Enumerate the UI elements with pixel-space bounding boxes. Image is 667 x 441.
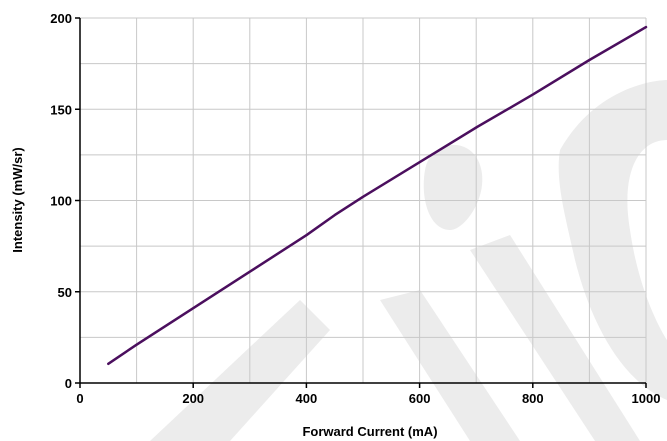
y-axis-title: Intensity (mW/sr) <box>10 147 25 252</box>
x-tick-label: 200 <box>182 391 204 406</box>
watermark-stroke-1 <box>150 300 330 441</box>
y-tick-label: 200 <box>50 11 72 26</box>
series-layer <box>107 25 648 366</box>
grid <box>80 17 647 383</box>
x-tick-label: 400 <box>296 391 318 406</box>
x-axis-title: Forward Current (mA) <box>302 424 437 439</box>
x-tick-label: 600 <box>409 391 431 406</box>
x-tick-label: 0 <box>76 391 83 406</box>
series-line <box>107 25 648 366</box>
y-tick-label: 0 <box>65 376 72 391</box>
x-tick-label: 1000 <box>632 391 661 406</box>
watermark-stroke-2 <box>380 290 520 441</box>
watermark-logo <box>150 80 667 441</box>
ticks: 0 200 400 600 800 1000 0 50 100 150 200 <box>50 11 660 406</box>
y-tick-label: 100 <box>50 194 72 209</box>
y-tick-label: 150 <box>50 102 72 117</box>
y-tick-label: 50 <box>58 285 72 300</box>
x-tick-label: 800 <box>522 391 544 406</box>
watermark-stroke-4 <box>423 144 483 230</box>
watermark-stroke-3 <box>470 235 640 441</box>
watermark-stroke-5 <box>558 80 667 400</box>
